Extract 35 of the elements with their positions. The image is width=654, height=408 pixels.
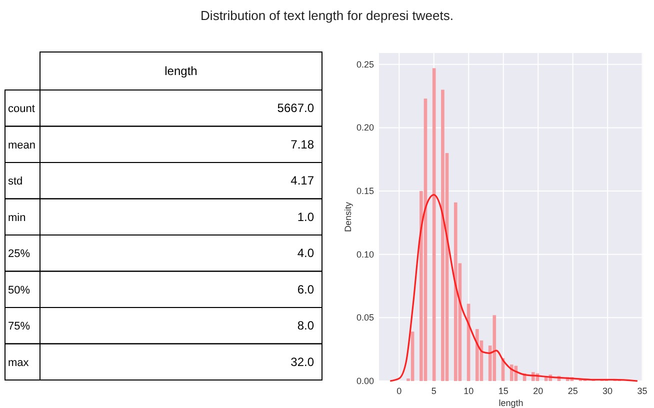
text: 4.17: [290, 174, 314, 188]
text: 7.18: [290, 137, 314, 152]
text: 6.0: [297, 282, 314, 296]
category-label: max: [8, 356, 30, 369]
y-tick-label: 0.15: [356, 186, 374, 196]
x-tick-label: 25: [568, 386, 578, 396]
x-tick-label: 0: [396, 386, 402, 396]
category-label: count: [8, 103, 35, 116]
x-tick-label: 15: [498, 386, 508, 396]
line-series: [389, 194, 638, 382]
y-tick-label: 0.20: [356, 122, 374, 133]
text: length: [164, 64, 198, 78]
text: 32.0: [290, 354, 314, 369]
x-axis-title: length: [498, 398, 524, 408]
x-tick-label: 30: [602, 386, 613, 396]
category-label: 50%: [8, 284, 30, 296]
x-tick-label: 35: [637, 386, 648, 396]
y-tick-label: 0.10: [356, 249, 374, 260]
x-tick-label: 10: [464, 386, 474, 396]
text: Distribution of text length for depresi tweets.: [200, 8, 454, 23]
text: 1.0: [297, 210, 314, 224]
category-label: 75%: [8, 320, 30, 333]
y-axis-title: Density: [343, 202, 353, 232]
y-tick-label: 0.05: [356, 312, 374, 323]
x-tick-label: 20: [533, 386, 544, 396]
category-label: 25%: [8, 248, 30, 260]
text: 4.0: [297, 246, 314, 260]
y-tick-label: 0.25: [356, 59, 374, 70]
text: 5667.0: [277, 101, 314, 116]
text: 8.0: [297, 318, 314, 333]
category-label: mean: [8, 139, 36, 152]
y-tick-label: 0.00: [356, 376, 374, 386]
category-label: min: [8, 212, 26, 224]
x-tick-label: 5: [431, 386, 436, 396]
category-label: std: [8, 176, 23, 188]
